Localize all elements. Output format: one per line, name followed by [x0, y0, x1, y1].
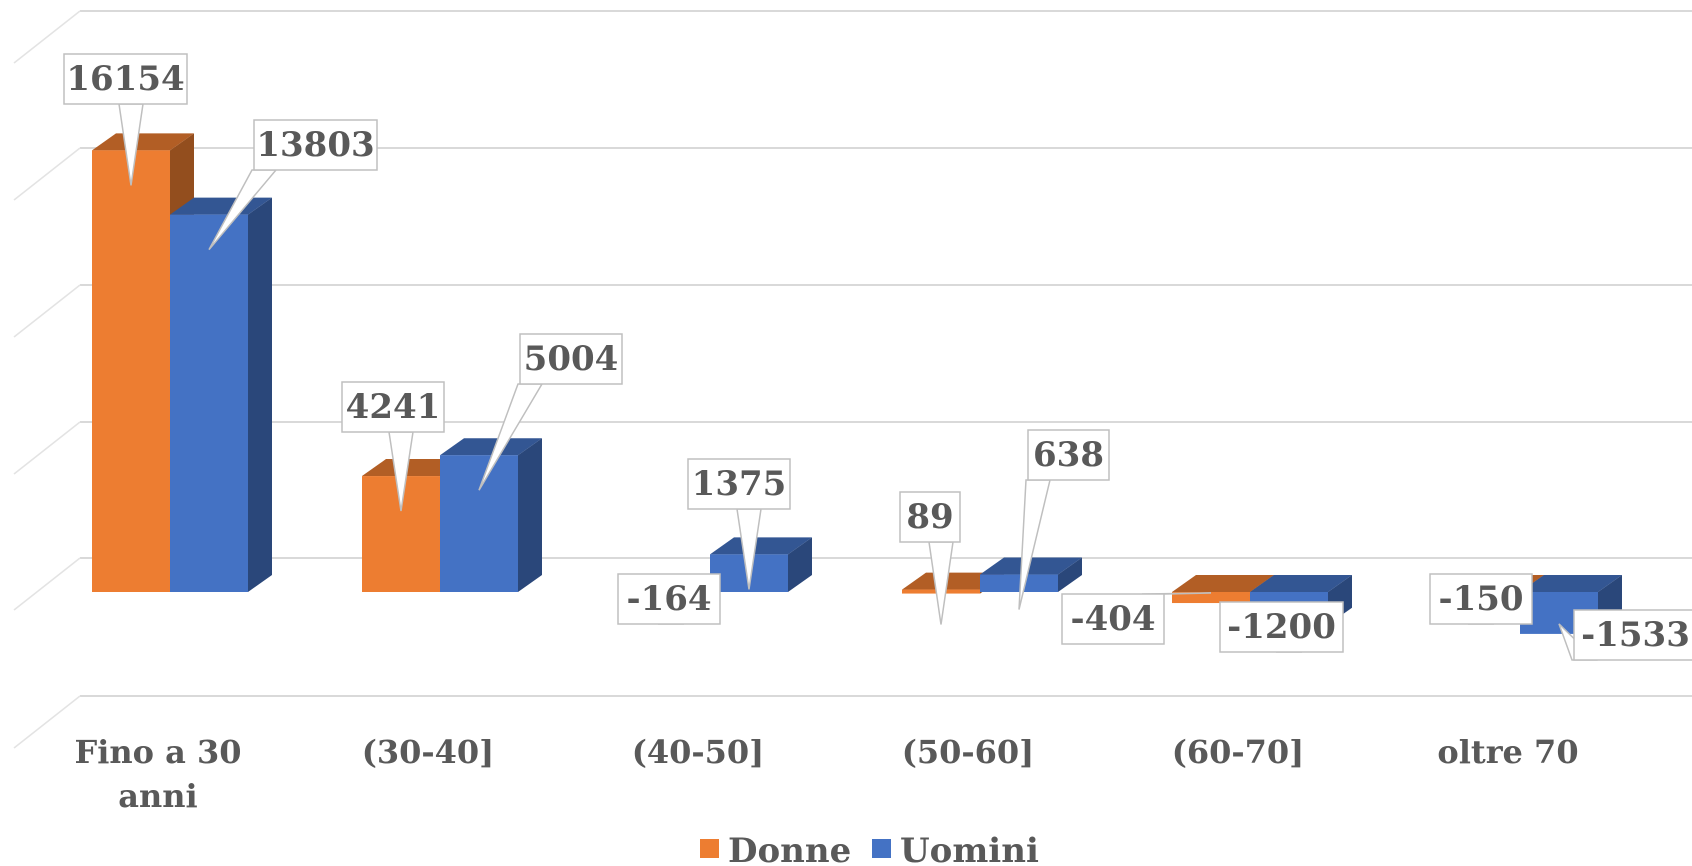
data-label-uomini-4: -1200 [1219, 601, 1344, 653]
data-label-text: -164 [626, 579, 711, 619]
bar-front [440, 455, 518, 592]
legend-swatch [700, 839, 719, 858]
category-label: (40-50] [632, 733, 765, 771]
category-label: (60-70] [1172, 733, 1305, 771]
category-label: oltre 70 [1437, 733, 1578, 771]
legend-item-uomini: Uomini [872, 831, 1039, 866]
data-label-text: -404 [1070, 599, 1155, 639]
category-label: (50-60] [902, 733, 1035, 771]
callout-box [1573, 609, 1692, 661]
data-label-donne-5: -150 [1429, 573, 1533, 625]
gridline-side [13, 421, 81, 475]
callout-box [1027, 429, 1110, 481]
bar-top [710, 537, 812, 555]
category-axis: Fino a 30 anni (30-40] (40-50] (50-60] (60-70… [74, 733, 1578, 815]
bar-top [902, 572, 1004, 590]
bar-side [788, 537, 812, 592]
callout-box [253, 119, 378, 171]
bar-uomini-3 [980, 557, 1082, 592]
legend-item-donne: Donne [700, 831, 851, 866]
bar-front [980, 574, 1058, 592]
callout-box [617, 573, 721, 625]
callout-box [341, 381, 445, 433]
data-label-donne-4: -404 [1061, 592, 1212, 645]
bar-uomini-2 [710, 537, 812, 592]
legend: Donne Uomini [700, 831, 1039, 866]
bar-side [248, 197, 272, 592]
bar-top [980, 557, 1082, 575]
gridline-side [13, 557, 81, 611]
data-label-text: -1533 [1581, 615, 1690, 655]
legend-swatch [872, 839, 891, 858]
data-label-donne-0: 16154 [63, 53, 188, 186]
bar-front [170, 214, 248, 592]
callout-box [1219, 601, 1344, 653]
callout-box [899, 491, 961, 543]
bar-top [440, 438, 542, 456]
callout-box [687, 458, 791, 510]
bar-uomini-0 [170, 197, 272, 592]
data-label-uomini-1: 5004 [478, 333, 623, 491]
bar-side [1058, 557, 1082, 592]
callout-box [63, 53, 188, 105]
bar-uomini-1 [440, 438, 542, 592]
gridline-side [13, 695, 81, 749]
data-label-donne-1: 4241 [341, 381, 445, 512]
data-label-donne-2: -164 [617, 573, 721, 625]
bar-top [362, 459, 464, 477]
gridline-side [13, 284, 81, 338]
data-label-donne-3: 89 [899, 491, 961, 625]
gridline-side [13, 147, 81, 201]
bar-top [1172, 575, 1274, 592]
bar-top [1250, 575, 1352, 592]
data-label-uomini-3: 638 [1018, 429, 1110, 610]
bar-top [1520, 575, 1622, 592]
data-labels: 16154 4241 -164 89 -404 -150 13803 5004 1375 638 -… [63, 53, 1692, 661]
category-label: (30-40] [362, 733, 495, 771]
data-label-text: 4241 [346, 387, 441, 427]
data-label-uomini-2: 1375 [687, 458, 791, 590]
data-label-text: -150 [1438, 579, 1523, 619]
bar-top [92, 133, 194, 151]
legend-label: Donne [728, 831, 851, 866]
data-label-uomini-5: -1533 [1558, 609, 1692, 661]
data-label-text: 89 [906, 497, 953, 537]
data-label-text: 16154 [66, 59, 184, 99]
callout-box [519, 333, 623, 385]
category-label: Fino a 30 anni [74, 733, 241, 815]
bar-side [518, 438, 542, 592]
data-label-text: 5004 [524, 339, 619, 379]
data-label-text: 1375 [692, 464, 787, 504]
bar-front [1172, 592, 1250, 604]
legend-label: Uomini [900, 831, 1039, 866]
data-label-text: 13803 [256, 125, 374, 165]
gridline-side [13, 10, 81, 64]
data-label-uomini-0: 13803 [208, 119, 378, 251]
data-label-text: 638 [1033, 435, 1104, 475]
callout-box [1429, 573, 1533, 625]
callout-box [1061, 593, 1165, 645]
data-label-text: -1200 [1227, 607, 1336, 647]
bar-front [92, 150, 170, 592]
